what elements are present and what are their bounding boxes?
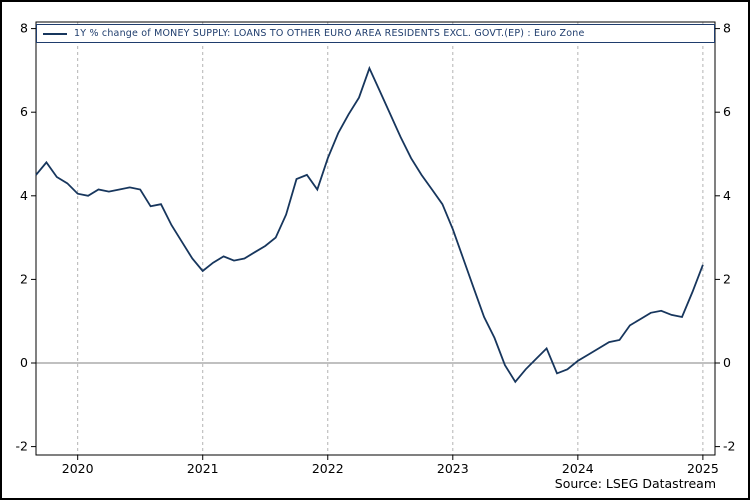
svg-text:2020: 2020: [62, 461, 94, 476]
legend: 1Y % change of MONEY SUPPLY: LOANS TO OT…: [36, 24, 715, 43]
svg-text:2: 2: [723, 271, 731, 286]
y-axis-labels: -2 -2 0 0 2 2 4 4 6 6 8 8: [16, 21, 736, 454]
svg-text:8: 8: [723, 21, 731, 36]
svg-text:8: 8: [20, 21, 28, 36]
legend-line-swatch: [43, 32, 67, 35]
svg-text:4: 4: [20, 188, 28, 203]
data-line: [35, 65, 704, 384]
svg-text:2: 2: [20, 271, 28, 286]
svg-text:0: 0: [20, 355, 28, 370]
svg-text:2023: 2023: [437, 461, 469, 476]
year-gridlines: [77, 22, 704, 455]
plot-border: [35, 21, 716, 456]
svg-text:2022: 2022: [312, 461, 344, 476]
svg-text:2021: 2021: [187, 461, 219, 476]
legend-label: 1Y % change of MONEY SUPPLY: LOANS TO OT…: [74, 28, 585, 39]
svg-text:-2: -2: [723, 439, 735, 454]
x-axis-labels: 2020 2021 2022 2023 2024 2025: [62, 455, 719, 476]
svg-text:2024: 2024: [562, 461, 594, 476]
source-label: Source: LSEG Datastream: [554, 476, 716, 491]
svg-text:-2: -2: [16, 439, 28, 454]
svg-text:6: 6: [20, 104, 28, 119]
svg-text:6: 6: [723, 104, 731, 119]
svg-text:4: 4: [723, 188, 731, 203]
svg-text:2025: 2025: [687, 461, 719, 476]
svg-text:0: 0: [723, 355, 731, 370]
